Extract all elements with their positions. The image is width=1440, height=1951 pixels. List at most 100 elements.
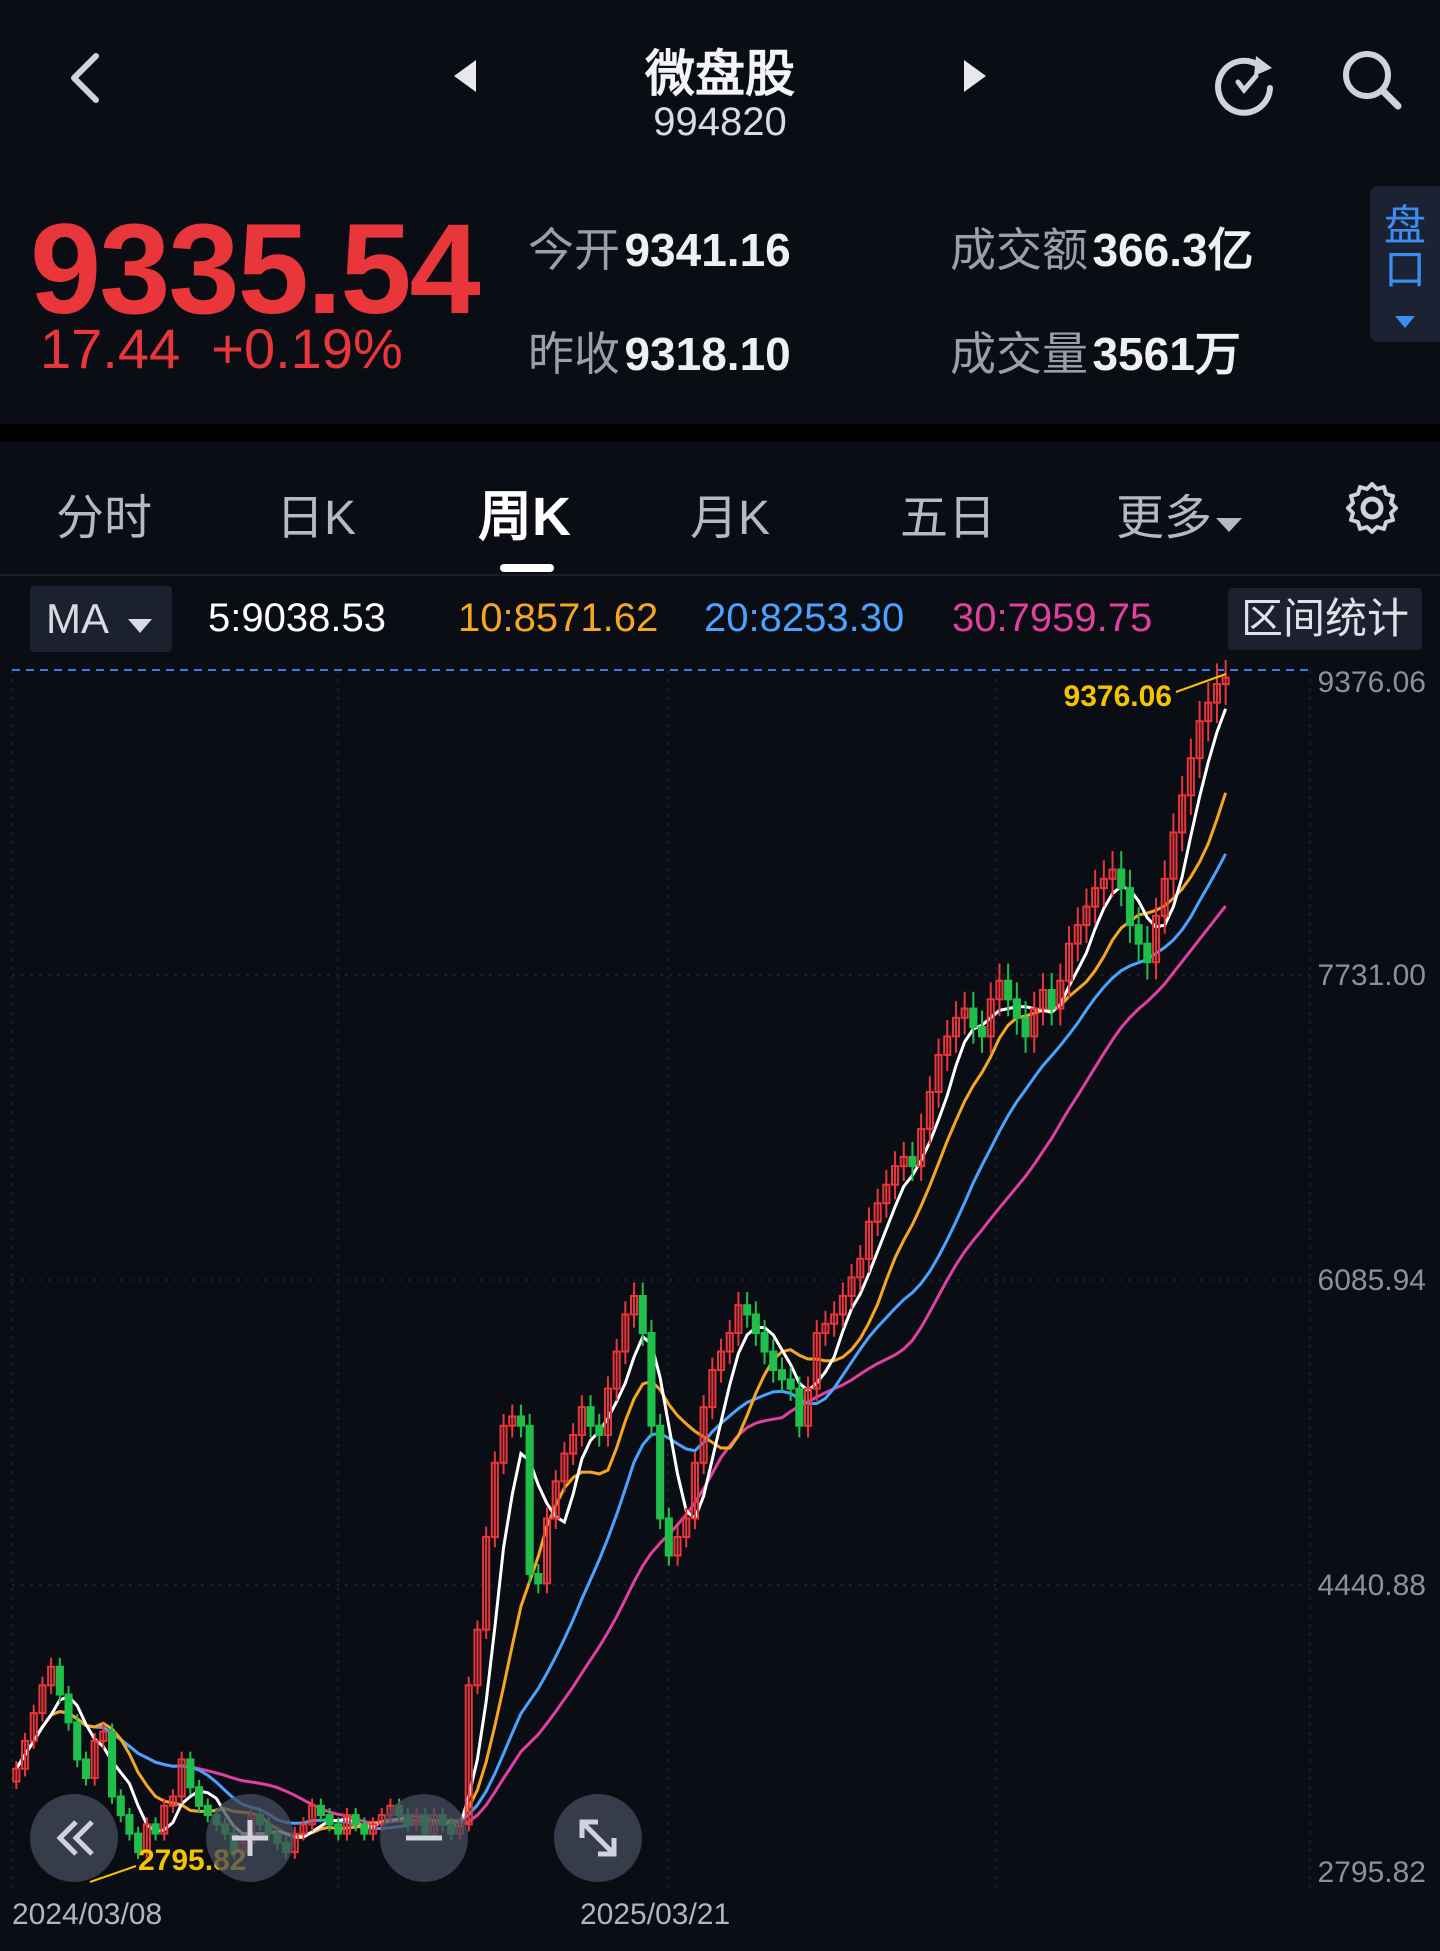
- fullscreen-button[interactable]: [554, 1794, 642, 1882]
- search-icon[interactable]: [1340, 48, 1404, 112]
- candle-body: [1056, 979, 1065, 1010]
- candle-body: [47, 1665, 56, 1687]
- ma20-line: [15, 853, 1227, 1830]
- refresh-icon[interactable]: [1210, 48, 1278, 116]
- candle-body: [873, 1202, 882, 1223]
- candle-body: [899, 1155, 908, 1168]
- candle-body: [621, 1313, 630, 1353]
- open-row: 今开 9341.16: [528, 214, 791, 280]
- candle-body: [717, 1350, 726, 1372]
- ma-indicator-select[interactable]: MA: [30, 586, 172, 652]
- active-tab-indicator: [500, 564, 554, 572]
- candle-body: [38, 1684, 47, 1715]
- chevron-left-icon[interactable]: [64, 50, 104, 106]
- candle-body: [1169, 831, 1178, 880]
- ma5-line: [15, 708, 1228, 1839]
- candle-body: [142, 1823, 151, 1854]
- candle-body: [160, 1804, 169, 1835]
- candle-body: [325, 1814, 334, 1826]
- tab-daily-k[interactable]: 日K: [276, 492, 357, 545]
- candle-body: [769, 1350, 778, 1372]
- gear-icon[interactable]: [1344, 480, 1400, 536]
- candle-body: [195, 1786, 204, 1807]
- ma10-line: [15, 792, 1228, 1837]
- triangle-left-icon[interactable]: [452, 58, 478, 94]
- candle-body: [55, 1665, 64, 1696]
- candle-body: [804, 1387, 813, 1427]
- candle-body: [1099, 877, 1108, 890]
- candle-body: [934, 1053, 943, 1093]
- candle-body: [1143, 942, 1152, 964]
- current-price: 9335.54: [30, 198, 481, 341]
- candle-body: [908, 1155, 917, 1168]
- candle-body: [1134, 924, 1143, 945]
- scroll-left-button[interactable]: [30, 1794, 118, 1882]
- candle-body: [186, 1758, 195, 1789]
- tab-five-day[interactable]: 五日: [900, 492, 997, 545]
- candle-body: [786, 1378, 795, 1390]
- range-stat-button[interactable]: 区间统计: [1228, 588, 1422, 650]
- candle-body: [1091, 887, 1100, 908]
- top-bar: 微盘股 994820: [0, 0, 1440, 150]
- candle-body: [777, 1369, 786, 1381]
- candle-body: [708, 1369, 717, 1409]
- candle-body: [81, 1758, 90, 1779]
- candle-body: [203, 1804, 212, 1817]
- caret-down-icon: [1395, 316, 1415, 328]
- candle-body: [1073, 924, 1082, 945]
- y-tick-label: 9376.06: [1318, 666, 1426, 699]
- candle-body: [1195, 720, 1204, 760]
- candle-body: [543, 1517, 552, 1585]
- candle-body: [647, 1332, 656, 1427]
- triangle-right-icon[interactable]: [962, 58, 988, 94]
- candle-body: [334, 1823, 343, 1835]
- candle-body: [151, 1823, 160, 1835]
- ma-lines: [15, 708, 1228, 1839]
- y-tick-label: 4440.88: [1318, 1569, 1426, 1602]
- zoom-out-button[interactable]: [380, 1794, 468, 1882]
- weekly-k-chart[interactable]: 9376.06 7731.00 6085.94 4440.88 2795.82 9376.…: [0, 660, 1440, 1951]
- candle-body: [925, 1090, 934, 1131]
- volume-label: 成交量: [950, 328, 1088, 380]
- candle-body: [1212, 683, 1221, 704]
- amount-value: 366.3亿: [1092, 224, 1254, 276]
- zoom-in-button[interactable]: [206, 1794, 294, 1882]
- ma20-value: 20:8253.30: [704, 596, 905, 640]
- section-divider: [0, 424, 1440, 442]
- candle-body: [12, 1767, 21, 1783]
- pankou-button[interactable]: 盘口: [1370, 186, 1440, 342]
- open-value: 9341.16: [624, 224, 791, 276]
- candle-body: [1030, 1007, 1039, 1038]
- candle-body: [525, 1424, 534, 1576]
- candle-body: [978, 1026, 987, 1038]
- caret-down-icon: [128, 619, 153, 633]
- candle-body: [1021, 1016, 1030, 1038]
- volume-value: 3561万: [1092, 328, 1241, 380]
- tab-more[interactable]: 更多: [1116, 478, 1244, 548]
- prev-close-row: 昨收 9318.10: [528, 318, 791, 384]
- candle-body: [168, 1795, 177, 1807]
- tab-intraday[interactable]: 分时: [56, 492, 153, 545]
- tab-weekly-k[interactable]: 周K: [478, 487, 571, 547]
- candle-body: [1004, 979, 1013, 1001]
- expand-icon: [579, 1819, 617, 1857]
- candle-body: [951, 1016, 960, 1038]
- candle-body: [760, 1332, 769, 1353]
- candle-body: [360, 1823, 369, 1835]
- candle-body: [534, 1573, 543, 1585]
- candle-body: [795, 1387, 804, 1427]
- y-tick-label: 7731.00: [1318, 959, 1426, 992]
- tab-monthly-k[interactable]: 月K: [690, 492, 771, 545]
- candle-body: [960, 1007, 969, 1019]
- candle-body: [125, 1814, 134, 1835]
- chart-labels: 9376.06 7731.00 6085.94 4440.88 2795.82 9376.…: [12, 666, 1426, 1931]
- candle-body: [73, 1721, 82, 1761]
- candle-body: [299, 1823, 308, 1835]
- candle-body: [99, 1730, 108, 1742]
- candle-body: [1082, 905, 1091, 927]
- ma-select-label: MA: [46, 595, 107, 642]
- candle-body: [856, 1257, 865, 1279]
- candle-body: [508, 1415, 517, 1427]
- candle-body: [995, 979, 1004, 1001]
- candle-body: [586, 1406, 595, 1427]
